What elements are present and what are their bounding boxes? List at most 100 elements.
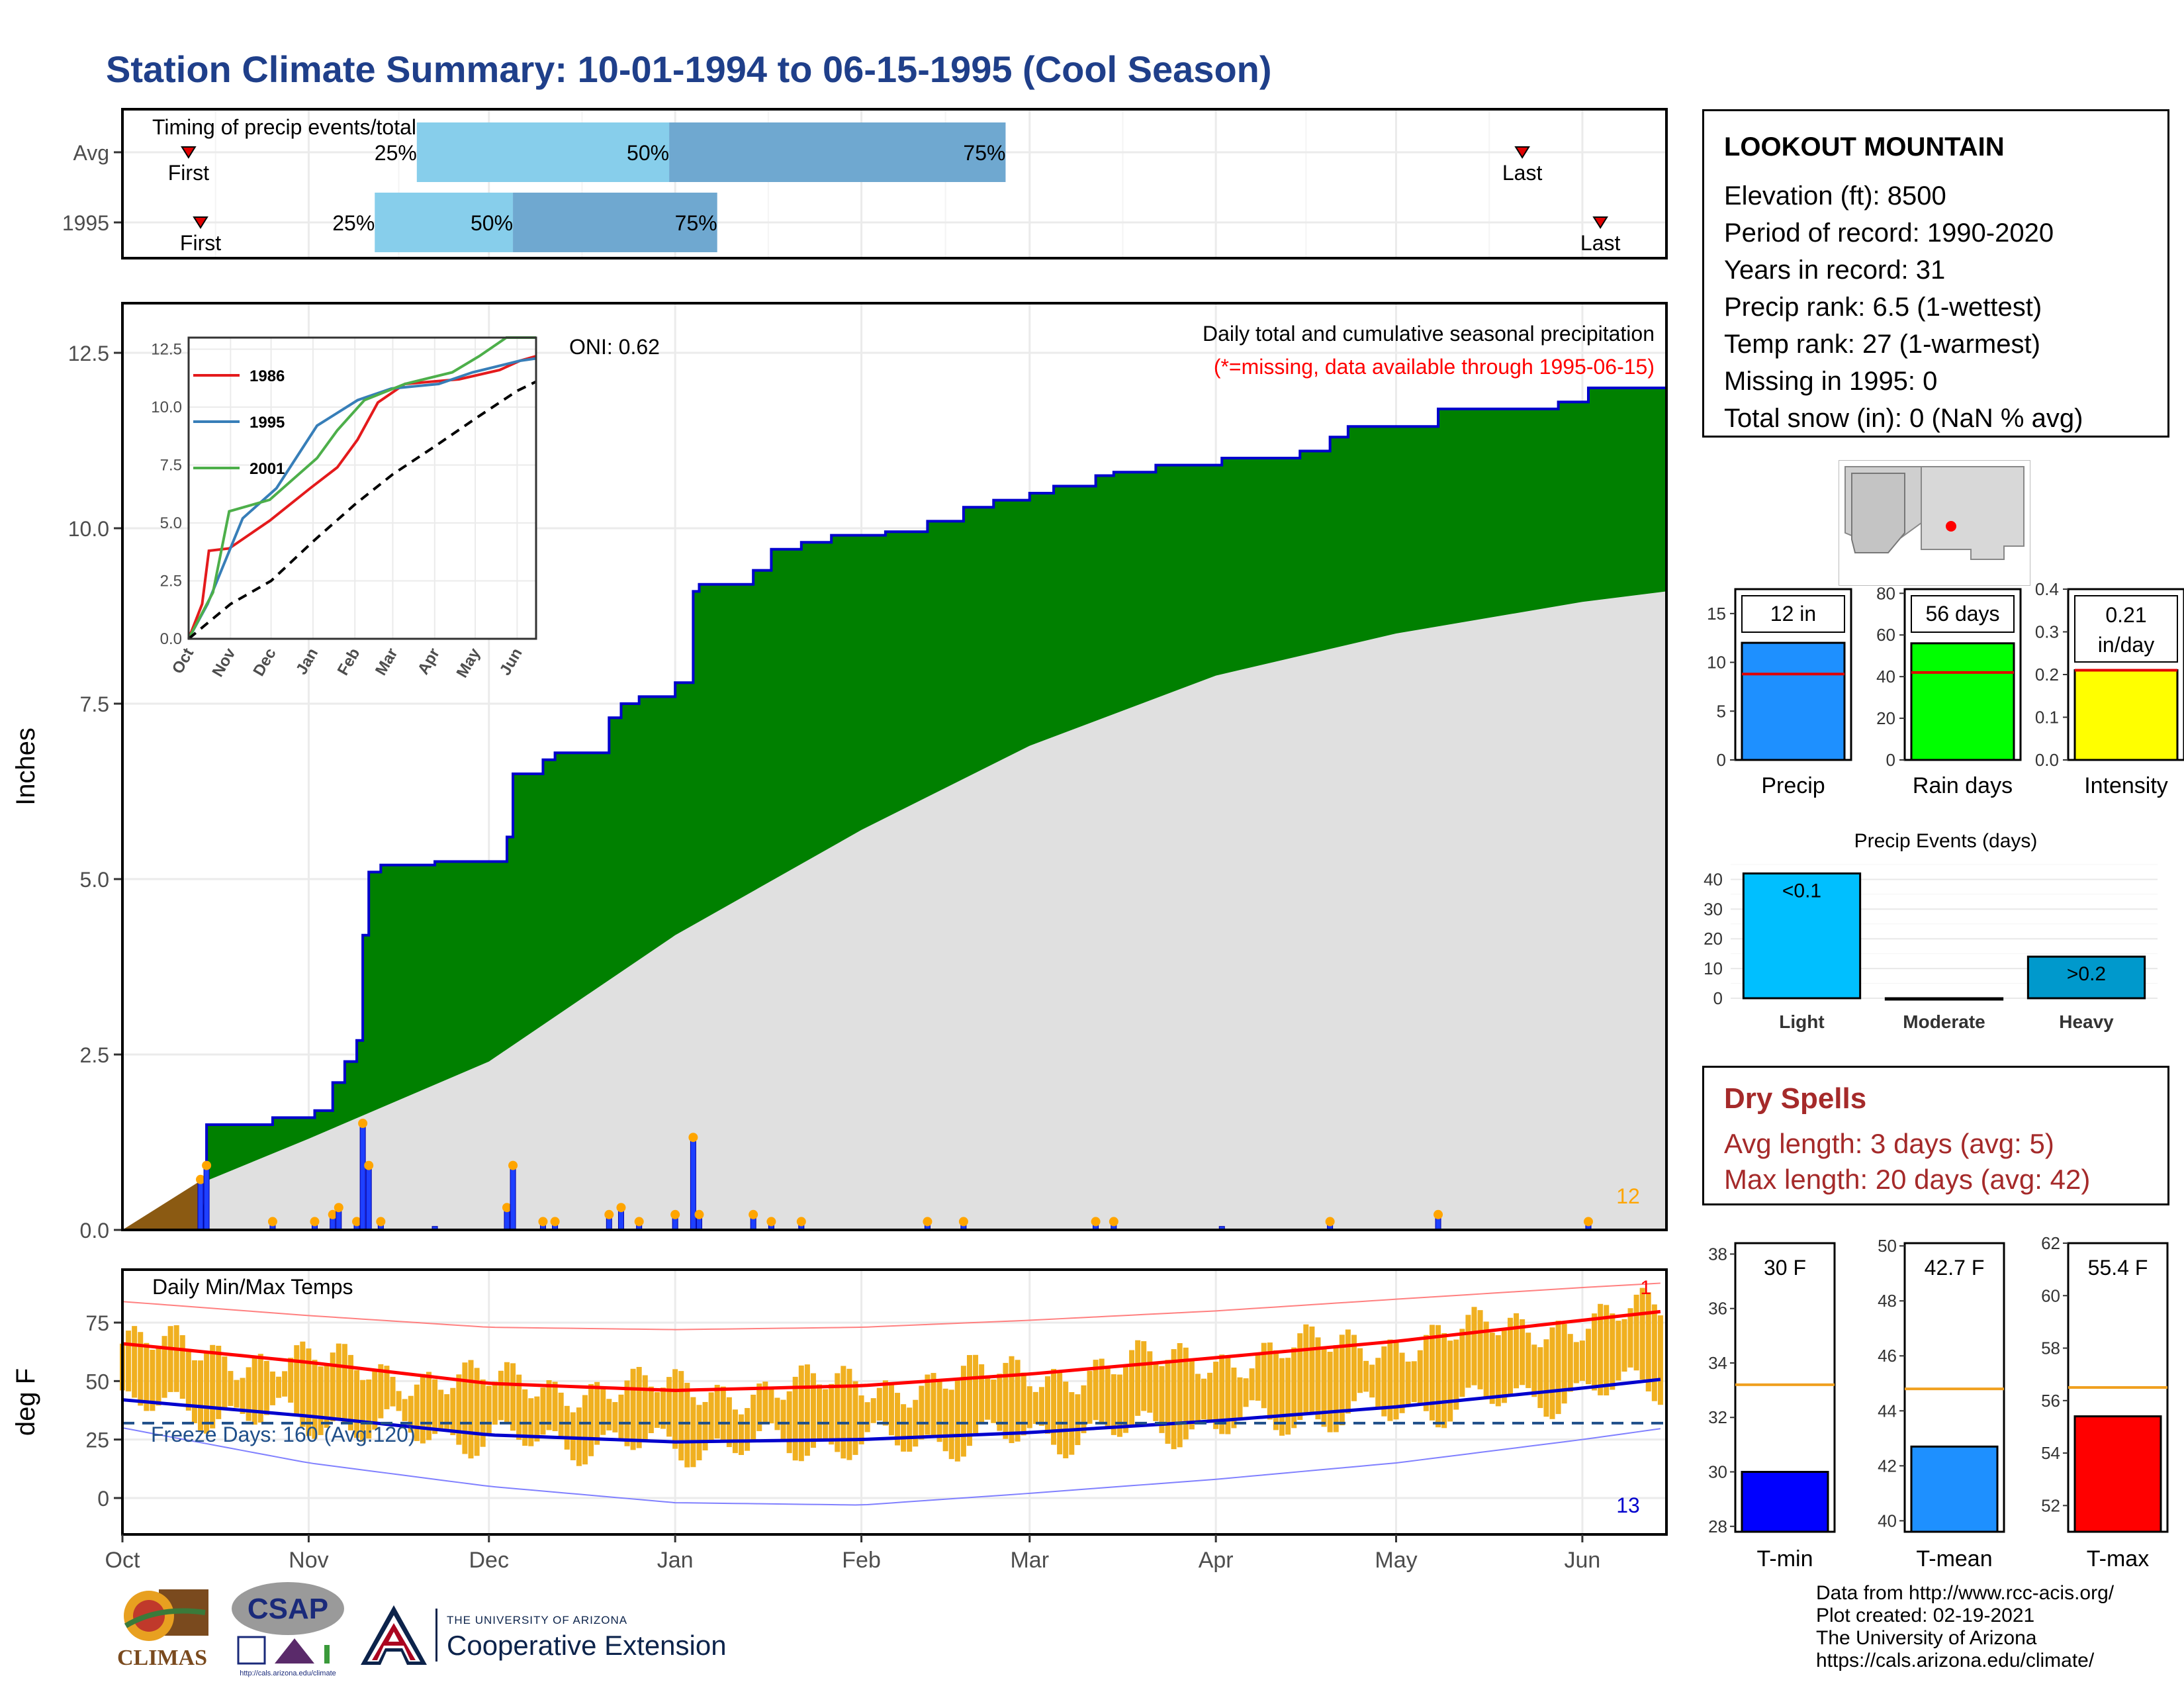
daily-temp-bar	[510, 1363, 516, 1431]
daily-temp-bar	[1495, 1335, 1501, 1407]
daily-temp-bar	[263, 1360, 269, 1415]
daily-temp-bar	[450, 1387, 456, 1436]
daily-temp-bar	[1255, 1353, 1261, 1401]
summary-precip-ytick-label: 40	[1876, 667, 1895, 686]
summary-temp-ytick-label: 34	[1708, 1353, 1727, 1373]
daily-temp-bar	[1129, 1350, 1135, 1425]
timing-bar-q2	[375, 193, 514, 252]
cumulative-1995-line	[201, 387, 1666, 1231]
summary-temp-ytick-label: 32	[1708, 1407, 1727, 1427]
daily-temp-bar	[444, 1394, 450, 1430]
temp-corner-top: 1	[1640, 1277, 1651, 1299]
daily-temp-bar	[161, 1336, 167, 1398]
daily-temp-bar	[762, 1382, 768, 1425]
daily-temp-bar	[1122, 1364, 1128, 1433]
daily-temp-bar	[191, 1360, 197, 1423]
daily-temp-bar	[600, 1389, 606, 1435]
daily-temp-bar	[1093, 1360, 1099, 1421]
temp-xtick-label: Dec	[469, 1548, 509, 1573]
events-ytick-label: 30	[1704, 899, 1723, 919]
station-info-panel: LOOKOUT MOUNTAIN Elevation (ft): 8500 Pe…	[1702, 109, 2169, 438]
daily-precip-marker	[694, 1209, 704, 1219]
daily-precip-marker	[267, 1217, 277, 1227]
daily-temp-bar	[876, 1387, 882, 1421]
daily-temp-bar	[678, 1371, 684, 1461]
daily-temp-bar	[198, 1360, 204, 1432]
daily-temp-bar	[1213, 1362, 1219, 1429]
station-precip-rank: Precip rank: 6.5 (1-wettest)	[1724, 293, 2042, 322]
precip-ylabel: Inches	[11, 727, 40, 806]
daily-temp-bar	[702, 1401, 708, 1451]
climas-logo: CLIMAS	[106, 1582, 218, 1675]
daily-temp-bar	[390, 1376, 396, 1407]
daily-temp-bar	[1171, 1349, 1177, 1450]
timing-row-label: Avg	[73, 141, 109, 165]
first-marker-icon	[181, 146, 197, 159]
summary-temp-ytick-label: 40	[1878, 1511, 1897, 1530]
daily-temp-bar	[504, 1362, 510, 1423]
daily-precip-marker	[310, 1217, 320, 1227]
daily-temp-bar	[1363, 1360, 1369, 1392]
page-title: Station Climate Summary: 10-01-1994 to 0…	[106, 48, 1272, 90]
dry-spells-avg: Avg length: 3 days (avg: 5)	[1724, 1128, 2054, 1159]
daily-temp-bar	[1369, 1364, 1375, 1398]
daily-temp-bar	[1537, 1347, 1543, 1409]
daily-temp-bar	[739, 1414, 745, 1456]
temp-frame	[121, 1268, 1668, 1536]
summary-temp-bar	[1741, 1471, 1829, 1533]
daily-precip-marker	[328, 1209, 338, 1219]
daily-temp-bar	[1573, 1342, 1579, 1383]
daily-temp-bar	[1549, 1327, 1555, 1419]
last-marker-icon	[1514, 146, 1530, 159]
timing-title: Timing of precip events/totals	[152, 115, 427, 139]
daily-temp-bar	[1357, 1348, 1363, 1393]
summary-precip-value-label: 56 days	[1925, 602, 1999, 626]
daily-temp-bar	[1261, 1342, 1267, 1409]
daily-temp-bar	[888, 1382, 894, 1436]
daily-temp-bar	[552, 1382, 558, 1431]
inset-series-1995	[187, 357, 537, 639]
daily-temp-bar	[1141, 1341, 1147, 1411]
daily-temp-bar	[666, 1377, 672, 1437]
events-bar	[1742, 872, 1862, 1000]
precip-ytick-label: 2.5	[80, 1043, 109, 1067]
summary-temp-ytick-label: 30	[1708, 1462, 1727, 1482]
summary-precip-ytick-label: 0.2	[2035, 665, 2059, 684]
daily-temp-bar	[1165, 1360, 1171, 1444]
summary-temp-ytick-label: 54	[2041, 1443, 2060, 1463]
station-details: Elevation (ft): 8500 Period of record: 1…	[1724, 177, 2083, 437]
temp-xtick-label: Jan	[657, 1548, 694, 1573]
daily-precip-marker	[634, 1217, 644, 1227]
daily-temp-bar	[841, 1366, 846, 1459]
daily-temp-bar	[156, 1346, 161, 1406]
daily-temp-bar	[1441, 1333, 1447, 1429]
events-title: Precip Events (days)	[1854, 830, 2038, 852]
daily-temp-bar	[228, 1371, 234, 1406]
events-bar	[1884, 997, 2004, 1001]
daily-temp-bar	[420, 1374, 426, 1444]
daily-temp-bar	[804, 1364, 810, 1456]
daily-temp-bar	[1351, 1335, 1357, 1401]
daily-temp-bar	[516, 1374, 522, 1440]
summary-precip-ytick-label: 60	[1876, 625, 1895, 645]
dry-spells-max: Max length: 20 days (avg: 42)	[1724, 1164, 2091, 1195]
daily-temp-bar	[684, 1382, 690, 1468]
inset-series-1986	[187, 355, 537, 639]
daily-temp-bar	[1273, 1350, 1279, 1430]
daily-temp-bar	[745, 1408, 751, 1451]
timing-bar-q3	[513, 193, 717, 252]
daily-temp-bar	[931, 1373, 936, 1436]
csap-cloud-icon: CSAP http://cals.arizona.edu/climate	[232, 1582, 344, 1677]
daily-temp-bar	[396, 1391, 402, 1411]
events-bar-label: <0.1	[1782, 880, 1821, 902]
daily-temp-bar	[432, 1379, 438, 1434]
daily-temp-bar	[1471, 1307, 1477, 1385]
daily-temp-bar	[1465, 1315, 1471, 1388]
daily-temp-bar	[852, 1381, 858, 1455]
daily-temp-bar	[480, 1379, 486, 1447]
daily-temp-bar	[1183, 1347, 1189, 1440]
daily-temp-bar	[384, 1366, 390, 1409]
daily-temp-bar	[1514, 1313, 1520, 1389]
credits: Data from http://www.rcc-acis.org/ Plot …	[1816, 1582, 2114, 1672]
